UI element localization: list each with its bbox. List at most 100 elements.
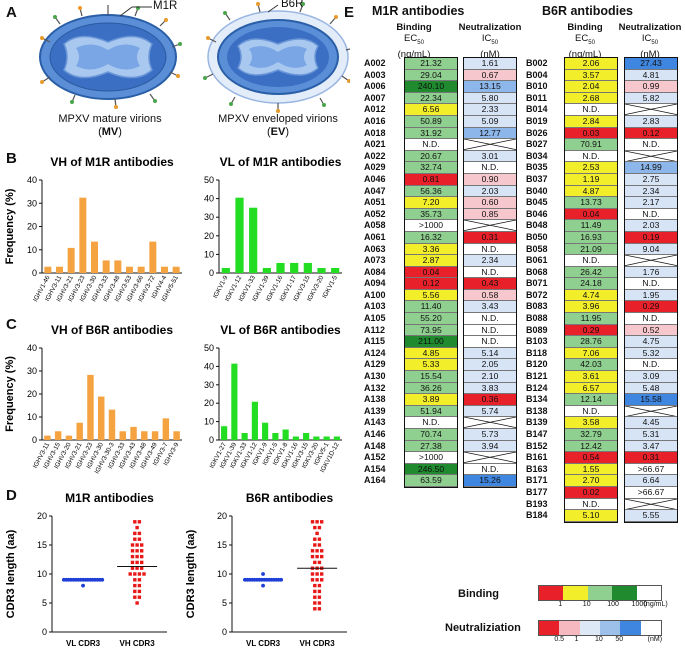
- data-point: [137, 595, 142, 599]
- antibody-name: B152: [526, 440, 548, 451]
- not-determined-cross: [625, 104, 677, 116]
- antibody-name: A029: [364, 162, 386, 173]
- b6r-callout: B6R: [281, 0, 304, 10]
- not-determined-cross: [625, 498, 677, 511]
- bar: [44, 266, 52, 273]
- antibody-name: B037: [526, 173, 548, 184]
- neut-legend-ticks: 0.5 1 10 50 (nM): [538, 636, 678, 646]
- data-point: [130, 543, 135, 547]
- bar: [235, 197, 244, 273]
- data-point: [261, 583, 265, 588]
- bar: [292, 436, 299, 440]
- mature-virion-icon: [39, 5, 182, 109]
- bar: [65, 435, 73, 440]
- not-determined-cross: [464, 139, 516, 151]
- neutralization-cell: 0.60: [464, 197, 516, 209]
- antibody-name: B177: [526, 486, 548, 497]
- neutralization-cell: N.D.: [464, 463, 516, 476]
- data-point: [313, 560, 317, 565]
- neutralization-cell: 0.90: [464, 173, 516, 186]
- bar: [173, 431, 180, 440]
- data-point: [310, 578, 315, 582]
- legend-swatch: [563, 586, 588, 600]
- neutralization-cell: 0.58: [464, 289, 516, 302]
- binding-cell: 73.95: [405, 324, 457, 337]
- binding-cell: 1.55: [565, 463, 617, 476]
- y-tick-label: 20: [37, 511, 47, 521]
- data-point: [81, 583, 85, 588]
- neutralization-cell: 0.43: [464, 278, 516, 290]
- data-point: [137, 572, 142, 576]
- data-point: [135, 566, 139, 570]
- bar: [333, 436, 340, 440]
- antibody-name: B124: [526, 382, 548, 393]
- data-point: [140, 566, 144, 570]
- data-point: [130, 549, 135, 553]
- neutralization-cell: 2.05: [464, 359, 516, 372]
- panel-label-b: B: [6, 150, 17, 167]
- neutralization-cell: 2.17: [625, 197, 677, 209]
- antibody-name: A018: [364, 127, 386, 138]
- y-tick-label: 50: [204, 343, 214, 353]
- binding-cell: N.D.: [565, 104, 617, 116]
- neutralization-cell: 3.09: [625, 371, 677, 383]
- data-point: [315, 520, 319, 524]
- data-point: [137, 578, 142, 582]
- legend-swatch: [620, 621, 641, 635]
- binding-cell: 0.03: [565, 127, 617, 140]
- panel-label-d: D: [6, 487, 17, 504]
- neutralization-cell: 5.48: [625, 382, 677, 395]
- y-tick-label: 0: [209, 268, 214, 278]
- ev-caption: MPXV enveloped virions (EV): [198, 113, 358, 139]
- neutralization-cell: 15.26: [464, 475, 516, 487]
- binding-legend-bar: [538, 585, 662, 601]
- antibody-name: A007: [364, 92, 386, 103]
- data-point: [317, 583, 322, 588]
- antibody-name: B045: [526, 197, 548, 208]
- data-point: [313, 525, 317, 530]
- antibody-name: B058: [526, 243, 548, 254]
- data-point: [315, 531, 319, 536]
- neutralization-cell: 13.15: [464, 81, 516, 93]
- neutralization-cell: 3.83: [464, 382, 516, 395]
- bar: [102, 260, 110, 273]
- data-point: [137, 537, 142, 541]
- neutralization-cell: 1.95: [625, 289, 677, 302]
- neutralization-cell: 5.73: [464, 429, 516, 441]
- data-point: [133, 589, 137, 594]
- binding-cell: 11.40: [405, 301, 457, 314]
- vl-b6r-chart: VL of B6R antibodies01020304050IGKV1-27I…: [204, 323, 342, 474]
- antibody-name: A154: [364, 463, 386, 474]
- bar: [317, 267, 326, 273]
- neutralization-cell: 5.32: [625, 347, 677, 360]
- y-tick-label: 5: [222, 598, 227, 608]
- data-point: [317, 525, 322, 530]
- bar: [56, 266, 63, 273]
- neut-legend-bar: [538, 620, 662, 636]
- antibody-name: A063: [364, 243, 386, 254]
- enveloped-virion-icon: [203, 2, 350, 113]
- antibody-name: B034: [526, 150, 548, 161]
- x-tick-label: VL CDR3: [66, 639, 101, 648]
- legend-tick-label: (ng/mL): [643, 601, 668, 608]
- data-point: [317, 607, 322, 611]
- vh-b6r-chart: VH of B6R antibodies Frequency (%) 0 10 20 30…: [4, 323, 182, 475]
- panel-label-c: C: [6, 316, 17, 333]
- legend-swatch: [640, 621, 661, 635]
- data-point: [320, 554, 324, 559]
- y-tick-label: 0: [209, 435, 214, 445]
- data-point: [133, 595, 137, 599]
- bar: [162, 418, 170, 440]
- antibody-name: A016: [364, 115, 386, 126]
- cdr3-m1r-chart: M1R antibodies CDR3 length (aa) 0 5 10 15 20 VL…: [5, 491, 167, 648]
- binding-cell: 0.12: [405, 278, 457, 290]
- antibody-name: B072: [526, 289, 548, 300]
- data-point: [315, 549, 319, 553]
- binding-cell: 5.10: [565, 510, 617, 522]
- antibody-name: A100: [364, 289, 386, 300]
- antibody-name: B193: [526, 498, 548, 509]
- neutralization-cell: 9.04: [625, 243, 677, 256]
- antibody-name: B120: [526, 359, 548, 370]
- y-tick-label: 20: [204, 398, 214, 408]
- data-point: [130, 566, 135, 570]
